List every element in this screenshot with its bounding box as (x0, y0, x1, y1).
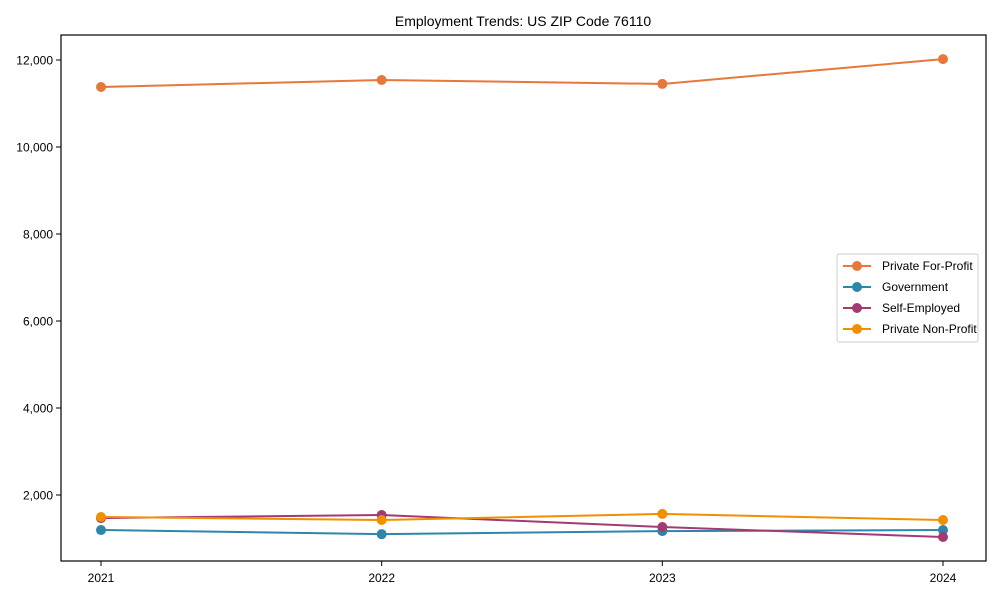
legend-item: Government (843, 280, 949, 294)
data-point-marker (938, 531, 948, 542)
legend-label: Government (882, 280, 949, 294)
legend-item: Private For-Profit (843, 259, 973, 273)
x-axis: 2021 2022 2023 2024 (88, 561, 957, 585)
series-line (100, 514, 944, 538)
data-point-marker (96, 511, 106, 522)
y-tick-label: 8,000 (23, 228, 53, 242)
series-government (96, 525, 948, 540)
legend-label: Private For-Profit (882, 259, 973, 273)
y-tick-label: 4,000 (23, 402, 53, 416)
legend-label: Self-Employed (882, 301, 960, 315)
data-point-marker (376, 529, 387, 540)
legend-marker-icon (852, 324, 862, 334)
legend-label: Private Non-Profit (882, 322, 977, 336)
series-line (100, 529, 944, 536)
x-tick-label: 2021 (88, 571, 115, 585)
data-point-marker (938, 54, 948, 65)
data-point-marker (657, 78, 668, 89)
x-tick-label: 2024 (930, 571, 957, 585)
data-point-marker (938, 525, 948, 536)
x-tick-label: 2022 (368, 571, 395, 585)
data-point-marker (96, 81, 106, 92)
y-tick-label: 2,000 (23, 489, 53, 503)
data-point-marker (376, 75, 387, 86)
legend-box (836, 253, 979, 343)
series-line (100, 58, 944, 88)
y-tick-label: 12,000 (16, 54, 53, 68)
y-tick-label: 6,000 (23, 315, 53, 329)
legend-marker-icon (852, 303, 862, 313)
legend-item: Self-Employed (843, 301, 960, 315)
series-private-for-profit (96, 54, 948, 92)
plot-frame (60, 34, 987, 562)
data-point-marker (376, 515, 387, 526)
chart-title: Employment Trends: US ZIP Code 76110 (395, 13, 651, 29)
series-line (100, 512, 944, 522)
legend-item: Private Non-Profit (843, 322, 977, 336)
legend: Private For-Profit Government Self-Employe… (836, 253, 979, 343)
data-point-marker (657, 521, 668, 532)
y-tick-label: 10,000 (16, 141, 53, 155)
series-private-non-profit (96, 508, 948, 526)
series-lines (96, 54, 948, 542)
legend-marker-icon (852, 261, 862, 271)
y-axis: 2,000 4,000 6,000 8,000 10,000 12,000 (16, 54, 61, 503)
legend-marker-icon (852, 282, 862, 292)
data-point-marker (938, 515, 948, 526)
data-point-marker (657, 508, 668, 519)
x-tick-label: 2023 (649, 571, 676, 585)
data-point-marker (96, 525, 106, 536)
